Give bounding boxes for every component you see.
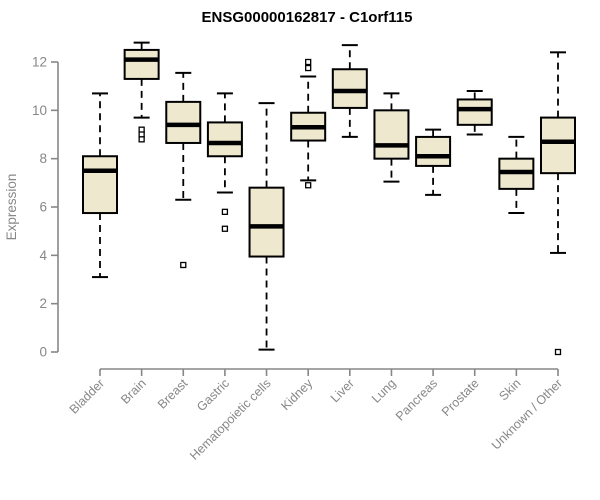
box-group-kidney [290,58,327,189]
box-group-unknown-other [540,51,576,356]
boxplot-series [82,41,576,356]
iqr-box [373,109,410,160]
box-group-lung [373,92,410,183]
iqr-box [248,186,285,258]
box-group-prostate [456,90,493,136]
chart-title: ENSG00000162817 - C1orf115 [202,9,413,26]
outlier-point [554,348,562,356]
outlier-point [138,136,145,143]
iqr-box [540,116,576,175]
x-category-label-liver: Liver [328,376,357,405]
box-group-skin [498,135,535,215]
box-group-pancreas [415,128,452,196]
iqr-box [456,98,493,126]
iqr-box [415,135,452,167]
x-category-label-unknown-other: Unknown / Other [489,376,565,452]
box-group-bladder [82,92,118,279]
x-category-label-bladder: Bladder [67,376,107,416]
y-tick-label: 10 [32,103,47,118]
y-tick-label: 4 [39,248,47,263]
y-tick-label: 12 [32,55,47,70]
x-category-label-gastric: Gastric [194,376,232,414]
x-category-label-prostate: Prostate [439,376,482,419]
x-category-label-kidney: Kidney [278,376,315,413]
y-tick-label: 6 [39,200,47,215]
y-tick-label: 0 [39,345,47,360]
outlier-point [305,58,312,66]
y-tick-label: 8 [39,151,47,166]
x-category-label-lung: Lung [369,376,399,406]
outlier-point [221,225,229,232]
iqr-box [82,155,118,215]
iqr-box [123,48,160,80]
box-group-liver [331,44,368,138]
x-category-label-brain: Brain [118,376,149,407]
box-group-breast [165,71,202,269]
x-category-label-pancreas: Pancreas [393,376,440,423]
x-category-label-breast: Breast [155,376,191,412]
outlier-point [180,261,187,269]
outlier-point [305,182,312,189]
x-category-label-hematopoietic-cells: Hematopoietic cells [187,376,274,463]
y-axis-label: Expression [4,174,19,241]
box-group-hematopoietic-cells [248,102,285,351]
iqr-box [165,100,202,144]
y-tick-label: 2 [39,296,47,311]
outlier-point [221,208,229,215]
x-category-label-skin: Skin [496,376,523,403]
iqr-box [206,121,243,158]
iqr-box [331,68,368,109]
box-group-brain [123,41,160,143]
outlier-point [305,64,312,72]
box-group-gastric [206,92,243,232]
